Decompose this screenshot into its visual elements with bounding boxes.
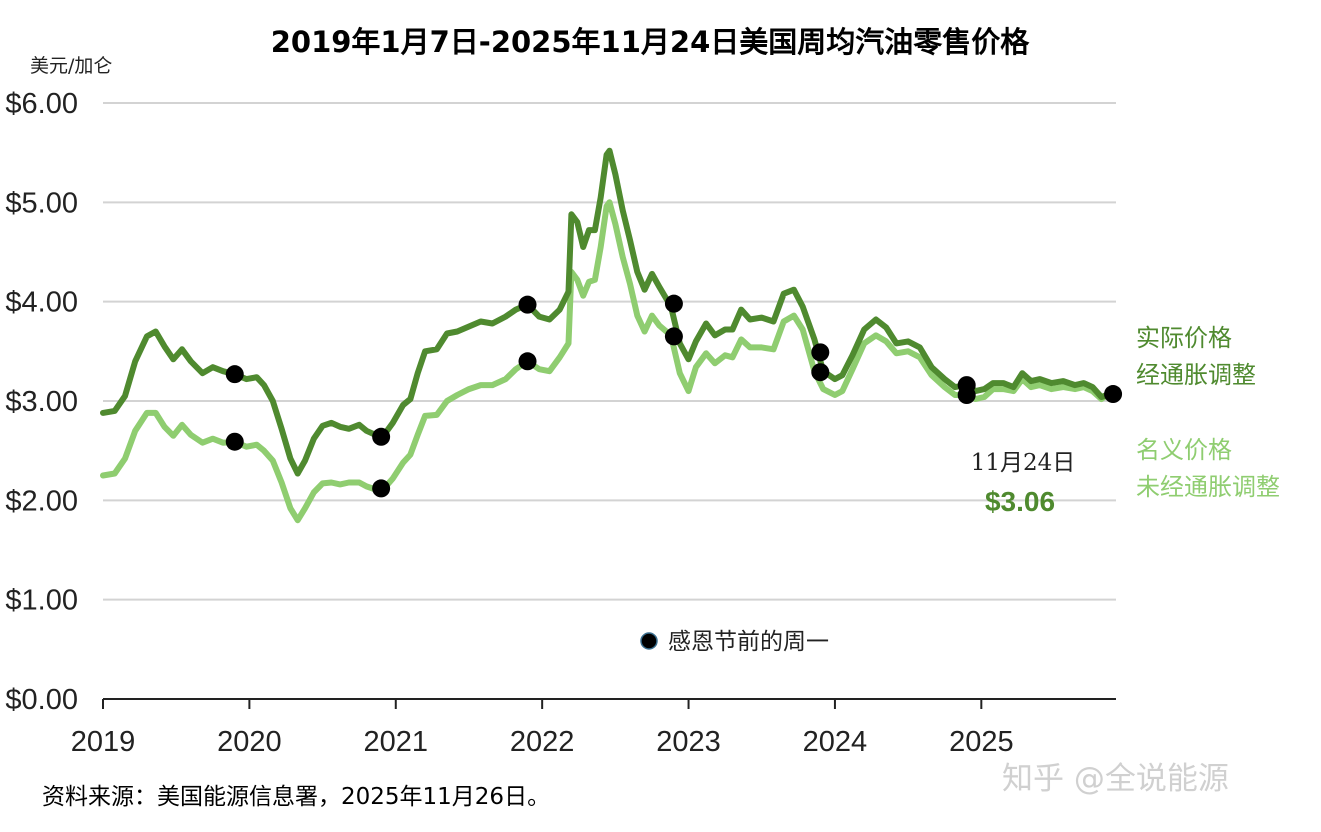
chart-title: 2019年1月7日-2025年11月24日美国周均汽油零售价格 <box>271 25 1031 59</box>
x-tick-label: 2023 <box>656 726 721 758</box>
gridlines <box>103 102 1116 601</box>
marker-legend: 感恩节前的周一 <box>640 629 829 655</box>
thanksgiving-marker <box>372 479 391 498</box>
x-tick-label: 2021 <box>364 726 429 758</box>
source-note: 资料来源：美国能源信息署，2025年11月26日。 <box>42 784 550 810</box>
y-axis-ticks: $0.00 $1.00 $2.00 $3.00 $4.00 $5.00 $6.00 <box>5 88 78 716</box>
watermark: 知乎 @全说能源 <box>1002 761 1229 797</box>
series-label-real-line2: 经通胀调整 <box>1136 361 1256 389</box>
marker-legend-dot <box>640 632 658 650</box>
x-tick-label: 2025 <box>949 726 1014 758</box>
thanksgiving-marker <box>372 427 391 446</box>
thanksgiving-marker <box>811 363 830 382</box>
latest-date-annotation: 11月24日 <box>971 450 1076 476</box>
y-tick-label: $6.00 <box>5 88 78 120</box>
thanksgiving-marker <box>811 343 830 362</box>
x-tick-label: 2020 <box>217 726 282 758</box>
series-label-nominal: 名义价格 未经通胀调整 <box>1136 436 1280 501</box>
series-label-real: 实际价格 经通胀调整 <box>1136 324 1256 389</box>
thanksgiving-marker <box>957 386 976 405</box>
y-tick-label: $1.00 <box>5 585 78 617</box>
marker-legend-label: 感恩节前的周一 <box>668 629 829 655</box>
thanksgiving-marker <box>664 294 683 313</box>
thanksgiving-marker <box>518 352 537 371</box>
y-tick-label: $5.00 <box>5 187 78 219</box>
x-tick-label: 2019 <box>71 726 136 758</box>
thanksgiving-marker <box>1104 385 1123 404</box>
series-label-nominal-line1: 名义价格 <box>1136 436 1232 464</box>
y-tick-label: $2.00 <box>5 485 78 517</box>
series-line-nominal <box>100 199 1117 524</box>
y-tick-label: $4.00 <box>5 287 78 319</box>
latest-value-annotation: $3.06 <box>985 486 1055 517</box>
series-label-nominal-line2: 未经通胀调整 <box>1136 473 1280 501</box>
thanksgiving-markers <box>225 294 1123 498</box>
y-tick-label: $0.00 <box>5 684 78 716</box>
x-tick-label: 2024 <box>803 726 868 758</box>
series-label-real-line1: 实际价格 <box>1136 324 1232 352</box>
series-line-real <box>100 147 1117 477</box>
thanksgiving-marker <box>664 327 683 346</box>
series-lines <box>100 147 1117 524</box>
y-tick-label: $3.00 <box>5 386 78 418</box>
thanksgiving-marker <box>225 365 244 384</box>
y-axis-unit-label: 美元/加仑 <box>30 55 112 77</box>
x-tick-label: 2022 <box>510 726 575 758</box>
thanksgiving-marker <box>518 295 537 314</box>
thanksgiving-marker <box>225 432 244 451</box>
x-axis-ticks: 2019 2020 2021 2022 2023 2024 2025 <box>71 699 1014 758</box>
